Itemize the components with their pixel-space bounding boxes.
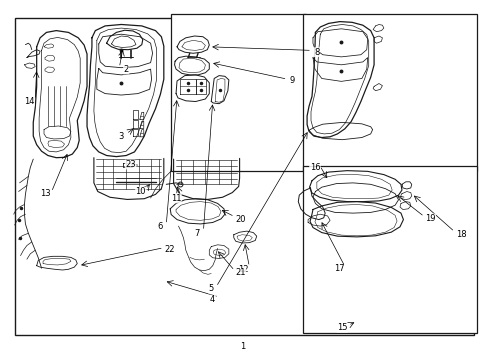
- Bar: [303, 14, 476, 171]
- Text: 5: 5: [208, 284, 213, 293]
- Text: 1: 1: [240, 342, 245, 351]
- Text: 7: 7: [194, 229, 199, 238]
- Text: 19: 19: [424, 214, 435, 223]
- Text: 23: 23: [125, 160, 136, 169]
- Text: 12: 12: [238, 265, 248, 274]
- Text: 17: 17: [333, 264, 344, 274]
- Bar: [15, 18, 473, 335]
- Text: 4: 4: [210, 295, 215, 304]
- Text: 15: 15: [336, 323, 347, 332]
- Bar: [303, 166, 476, 333]
- Text: 16: 16: [309, 163, 320, 172]
- Text: 6: 6: [158, 222, 163, 231]
- Text: 20: 20: [235, 215, 245, 224]
- Text: 22: 22: [164, 245, 175, 253]
- Text: 10: 10: [135, 187, 146, 196]
- Text: 3: 3: [119, 132, 123, 141]
- Text: 9: 9: [289, 76, 294, 85]
- Text: 14: 14: [24, 97, 35, 106]
- Bar: [171, 14, 305, 171]
- Text: 11: 11: [170, 194, 181, 203]
- Text: 13: 13: [40, 189, 51, 198]
- Text: 18: 18: [455, 230, 466, 239]
- Text: 8: 8: [314, 48, 319, 57]
- Text: 2: 2: [123, 65, 128, 74]
- Text: 21: 21: [235, 269, 245, 277]
